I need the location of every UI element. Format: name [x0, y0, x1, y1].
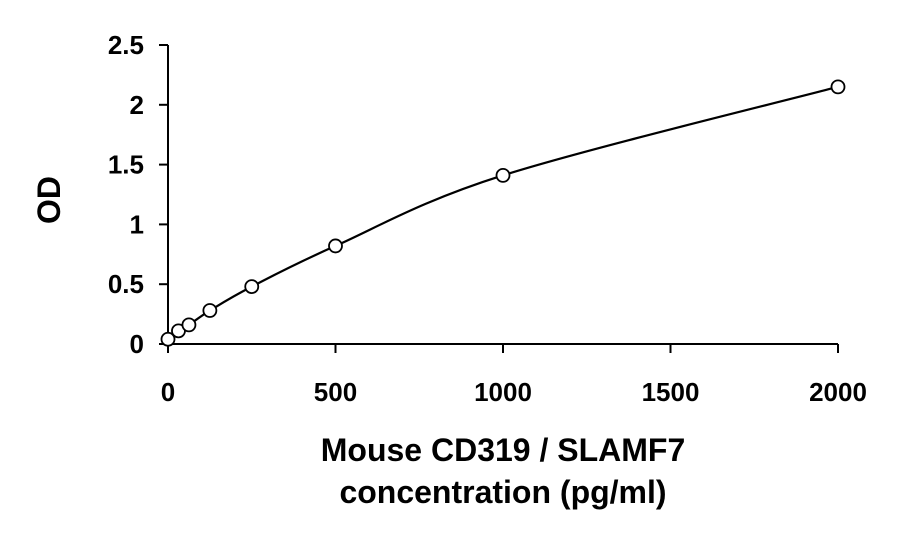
- x-axis-title-line-1: Mouse CD319 / SLAMF7: [321, 432, 686, 468]
- data-point: [181, 317, 197, 333]
- data-point: [202, 303, 218, 318]
- x-tick-label: 2000: [809, 377, 867, 407]
- y-axis-title: OD: [31, 176, 67, 224]
- y-tick-label: 2.5: [108, 30, 144, 60]
- data-points: [160, 79, 846, 347]
- y-axis-ticks: 0 0.5 1 1.5 2 2.5: [108, 30, 168, 359]
- fit-curve: [167, 85, 839, 341]
- x-tick-label: 0: [161, 377, 175, 407]
- data-point: [830, 79, 846, 95]
- data-point: [328, 238, 343, 254]
- y-tick-label: 2: [130, 90, 144, 120]
- x-axis-title-line-2: concentration (pg/ml): [339, 474, 666, 510]
- axes: [167, 45, 838, 345]
- x-axis-ticks: 0 500 1000 1500 2000: [161, 344, 867, 407]
- x-tick-label: 500: [314, 377, 357, 407]
- x-tick-label: 1500: [642, 377, 700, 407]
- data-point: [160, 331, 176, 347]
- data-point: [495, 167, 511, 183]
- data-point: [244, 279, 260, 294]
- y-tick-label: 0.5: [108, 269, 144, 299]
- x-tick-label: 1000: [474, 377, 532, 407]
- y-tick-label: 1.5: [108, 150, 144, 180]
- y-tick-label: 1: [130, 209, 144, 239]
- y-tick-label: 0: [130, 329, 144, 359]
- fit-curve-layer: [167, 85, 839, 341]
